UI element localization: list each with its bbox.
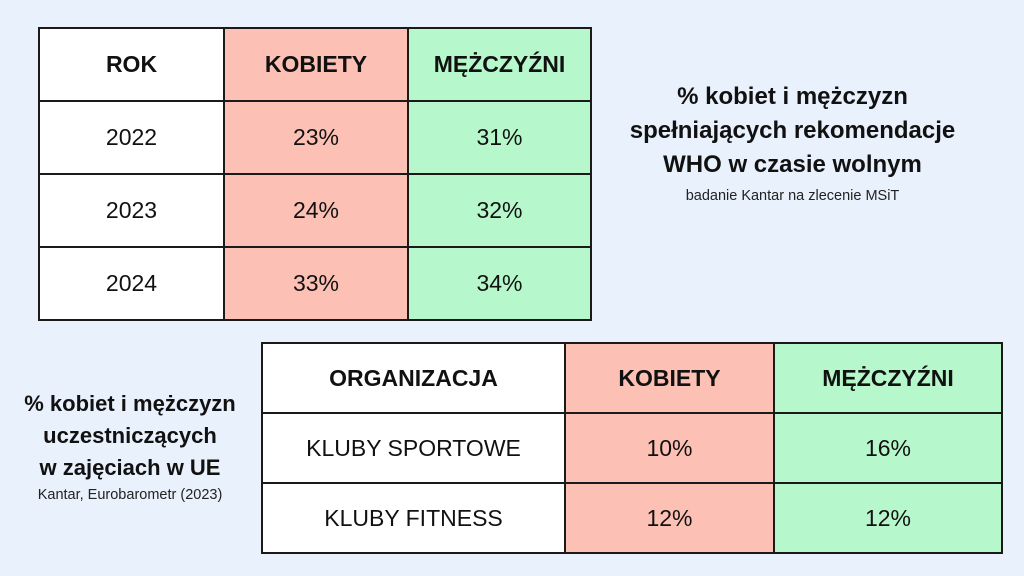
year-cell: 2024 xyxy=(38,246,225,321)
table-row: 2023 24% 32% xyxy=(38,173,592,248)
who-table-source: badanie Kantar na zlecenie MSiT xyxy=(685,188,900,204)
title-line: % kobiet i mężczyzn xyxy=(24,391,236,416)
title-line: % kobiet i mężczyzn xyxy=(677,83,908,110)
organization-cell: KLUBY FITNESS xyxy=(261,482,566,554)
women-value-cell: 24% xyxy=(223,173,409,248)
men-value-cell: 12% xyxy=(773,482,1003,554)
who-table-caption: % kobiet i mężczyzn spełniających rekome… xyxy=(600,80,985,204)
table-row: KLUBY SPORTOWE 10% 16% xyxy=(261,412,1003,484)
men-value-cell: 31% xyxy=(407,100,592,175)
table-row: 2022 23% 31% xyxy=(38,100,592,175)
year-cell: 2022 xyxy=(38,100,225,175)
header-cell-organizacja: ORGANIZACJA xyxy=(261,342,566,414)
organization-cell: KLUBY SPORTOWE xyxy=(261,412,566,484)
header-cell-kobiety: KOBIETY xyxy=(564,342,775,414)
header-cell-mezczyzni: MĘŻCZYŹNI xyxy=(773,342,1003,414)
who-recommendations-table: ROK KOBIETY MĘŻCZYŹNI 2022 23% 31% 2023 … xyxy=(38,27,592,321)
title-line: w zajęciach w UE xyxy=(39,455,221,480)
women-value-cell: 12% xyxy=(564,482,775,554)
title-line: uczestniczących xyxy=(43,423,217,448)
men-value-cell: 34% xyxy=(407,246,592,321)
year-cell: 2023 xyxy=(38,173,225,248)
eu-clubs-table: ORGANIZACJA KOBIETY MĘŻCZYŹNI KLUBY SPOR… xyxy=(261,342,1003,554)
eu-table-title: % kobiet i mężczyzn uczestniczących w za… xyxy=(4,388,256,484)
table-header-row: ROK KOBIETY MĘŻCZYŹNI xyxy=(38,27,592,102)
table-header-row: ORGANIZACJA KOBIETY MĘŻCZYŹNI xyxy=(261,342,1003,414)
women-value-cell: 23% xyxy=(223,100,409,175)
women-value-cell: 10% xyxy=(564,412,775,484)
women-value-cell: 33% xyxy=(223,246,409,321)
table-row: KLUBY FITNESS 12% 12% xyxy=(261,482,1003,554)
header-cell-kobiety: KOBIETY xyxy=(223,27,409,102)
table-row: 2024 33% 34% xyxy=(38,246,592,321)
men-value-cell: 32% xyxy=(407,173,592,248)
men-value-cell: 16% xyxy=(773,412,1003,484)
header-cell-rok: ROK xyxy=(38,27,225,102)
who-table-title: % kobiet i mężczyzn spełniających rekome… xyxy=(600,80,985,182)
eu-table-source: Kantar, Eurobarometr (2023) xyxy=(37,487,223,503)
title-line: WHO w czasie wolnym xyxy=(663,151,922,178)
header-cell-mezczyzni: MĘŻCZYŹNI xyxy=(407,27,592,102)
title-line: spełniających rekomendacje xyxy=(629,117,956,144)
eu-table-caption: % kobiet i mężczyzn uczestniczących w za… xyxy=(4,388,256,503)
